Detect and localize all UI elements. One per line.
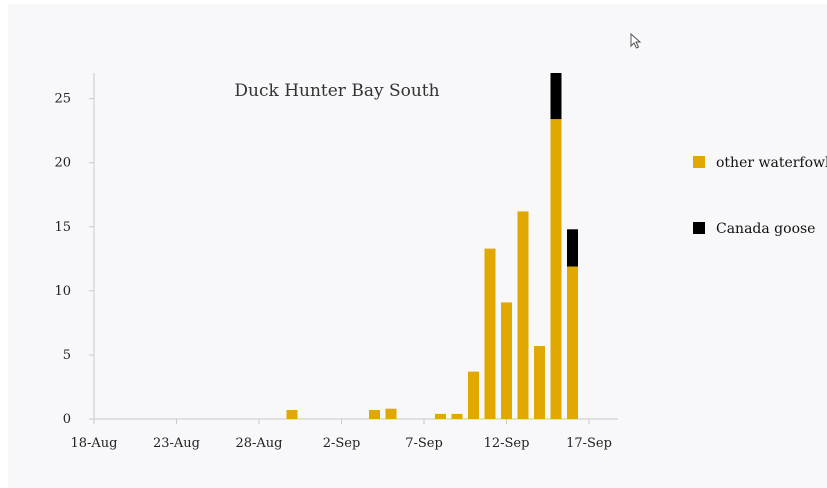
x-tick-label: 23-Aug (153, 436, 200, 451)
x-tick-label: 12-Sep (484, 436, 530, 451)
legend-swatch-canada-goose (693, 222, 705, 234)
bar-other-waterfowl-2020-09-10 (468, 371, 479, 419)
x-tick-label: 28-Aug (235, 436, 282, 451)
chart-panel (8, 4, 827, 488)
bar-other-waterfowl-2020-09-04 (369, 410, 380, 419)
y-tick-label: 15 (54, 220, 71, 235)
y-tick-label: 20 (54, 156, 71, 171)
bar-other-waterfowl-2020-09-16 (567, 266, 578, 419)
bars (286, 73, 578, 419)
y-tick-label: 25 (54, 92, 71, 107)
x-tick-label: 18-Aug (70, 436, 117, 451)
mouse-pointer-icon (630, 32, 642, 49)
bar-other-waterfowl-2020-09-09 (451, 413, 463, 419)
legend-label-other-waterfowl: other waterfowl (716, 155, 827, 171)
bar-other-waterfowl-2020-09-05 (385, 408, 397, 419)
x-tick-label: 2-Sep (323, 436, 361, 451)
bar-other-waterfowl-2020-08-30 (286, 410, 298, 419)
bar-other-waterfowl-2020-09-15 (550, 119, 562, 419)
chart-title: Duck Hunter Bay South (234, 81, 439, 101)
x-tick-label: 17-Sep (566, 436, 612, 451)
legend: other waterfowl Canada goose (693, 155, 827, 237)
y-axis: 0 5 10 15 20 25 (54, 73, 95, 427)
bar-other-waterfowl-2020-09-08 (435, 413, 446, 419)
mouse-pointer-shape (630, 32, 642, 49)
legend-swatch-other-waterfowl (693, 156, 705, 168)
bar-other-waterfowl-2020-09-14 (534, 346, 545, 419)
x-tick-label: 7-Sep (405, 436, 443, 451)
bar-other-waterfowl-2020-09-11 (484, 248, 496, 419)
legend-label-canada-goose: Canada goose (716, 221, 815, 237)
x-axis: 18-Aug 23-Aug 28-Aug 2-Sep 7-Sep 12-Sep 17-Sep (70, 418, 618, 451)
bar-canada-goose-2020-09-15 (550, 73, 562, 120)
bar-canada-goose-2020-09-16 (567, 229, 578, 267)
bar-other-waterfowl-2020-09-13 (517, 211, 529, 419)
y-tick-label: 0 (63, 412, 71, 427)
y-tick-label: 10 (54, 284, 71, 299)
y-tick-label: 5 (63, 348, 71, 363)
bar-other-waterfowl-2020-09-12 (501, 302, 512, 419)
